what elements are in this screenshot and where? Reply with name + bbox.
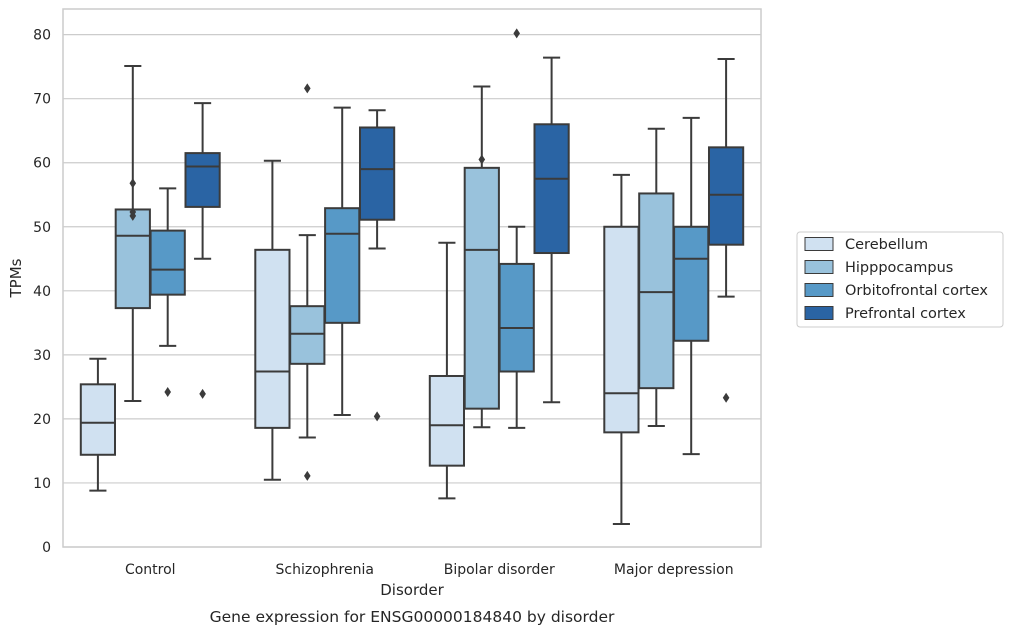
box-group [79, 357, 117, 492]
y-axis-label: TPMs [7, 258, 25, 298]
outlier-point [478, 154, 486, 165]
legend-swatch [804, 237, 834, 251]
box [707, 146, 745, 246]
box [533, 123, 570, 255]
x-tick-label: Control [125, 562, 176, 578]
y-tick-label: 60 [33, 156, 51, 172]
legend-label: Prefrontal cortex [845, 306, 966, 322]
outlier-point [304, 470, 311, 481]
x-tick-label: Bipolar disorder [444, 562, 555, 578]
legend-swatch [804, 283, 834, 297]
box-group [114, 65, 151, 402]
legend-label: Orbitofrontal cortex [845, 283, 988, 299]
outlier-point [373, 411, 381, 422]
legend-label: Hipppocampus [845, 260, 953, 276]
outlier-point [199, 388, 206, 399]
outlier-point [129, 178, 137, 189]
plot-frame [62, 8, 762, 548]
y-tick-label: 70 [33, 92, 51, 108]
box-group [463, 85, 500, 429]
box-group [707, 57, 745, 403]
box-group [289, 83, 326, 481]
box [428, 374, 466, 467]
box-group [498, 28, 535, 429]
box [289, 305, 326, 365]
y-tick-label: 10 [33, 476, 51, 492]
y-tick-label: 80 [33, 28, 51, 44]
outlier-point [304, 83, 311, 94]
box-groups [79, 28, 745, 525]
box-group [149, 187, 186, 398]
box-group [673, 116, 710, 456]
outlier-point [129, 207, 137, 218]
legend-swatch [804, 260, 834, 274]
legend-label: Cerebellum [845, 237, 928, 253]
box-group [358, 109, 396, 422]
box-group [533, 56, 570, 404]
box [603, 225, 640, 434]
y-tick-label: 30 [33, 348, 51, 364]
x-tick-label: Major depression [614, 562, 734, 578]
box-group [254, 159, 291, 481]
box-group [638, 127, 675, 427]
y-tick-labels: 0 10 20 30 40 50 60 70 80 [33, 28, 51, 556]
x-tick-label: Schizophrenia [276, 562, 374, 578]
y-tick-label: 40 [33, 284, 51, 300]
y-tick-label: 50 [33, 220, 51, 236]
legend: Cerebellum Hipppocampus Orbitofrontal cort… [796, 231, 1004, 328]
box [184, 152, 221, 208]
box [673, 225, 710, 342]
box [79, 383, 117, 456]
box [324, 207, 361, 324]
box [498, 262, 535, 373]
box [358, 126, 396, 221]
legend-swatch [804, 306, 834, 320]
y-tick-label: 20 [33, 412, 51, 428]
box [638, 192, 675, 390]
box-group [428, 241, 466, 500]
legend-frame [796, 231, 1004, 328]
box [114, 208, 151, 310]
box [149, 229, 186, 296]
box-group [184, 102, 221, 399]
x-tick-labels: Control Schizophrenia Bipolar disorder Majo… [125, 562, 734, 578]
chart-title: Gene expression for ENSG00000184840 by d… [210, 608, 615, 626]
box-group [603, 173, 640, 525]
box-group [324, 106, 361, 417]
outlier-point [164, 387, 171, 398]
outlier-point [513, 28, 520, 39]
box [463, 166, 500, 410]
y-tick-label: 0 [42, 540, 51, 556]
box [254, 248, 291, 429]
outlier-point [722, 392, 730, 403]
x-axis-label: Disorder [380, 581, 444, 599]
